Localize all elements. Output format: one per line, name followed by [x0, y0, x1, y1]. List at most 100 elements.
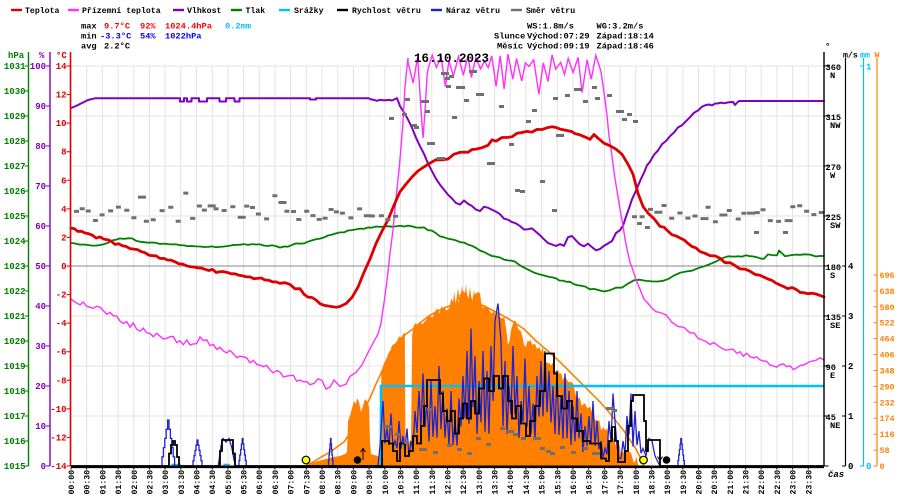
svg-text:1029: 1029: [4, 112, 26, 122]
svg-text:22:30: 22:30: [774, 470, 783, 495]
svg-text:100: 100: [30, 62, 46, 72]
svg-text:1: 1: [866, 63, 872, 73]
svg-text:1031: 1031: [4, 62, 26, 72]
svg-text:1022hPa: 1022hPa: [165, 32, 202, 42]
svg-text:3: 3: [848, 312, 853, 322]
svg-text:NW: NW: [830, 121, 841, 131]
svg-text:06:00: 06:00: [256, 470, 265, 495]
svg-text:08:00: 08:00: [319, 470, 328, 495]
svg-text:04:00: 04:00: [194, 470, 203, 495]
svg-text:21:00: 21:00: [727, 470, 736, 495]
svg-text:18:00: 18:00: [633, 470, 642, 495]
svg-text:14: 14: [56, 62, 67, 72]
svg-text:avg: avg: [81, 42, 97, 52]
svg-text:60: 60: [35, 222, 46, 232]
svg-text:0: 0: [848, 462, 853, 472]
svg-text:%: %: [39, 51, 45, 61]
svg-text:14:00: 14:00: [507, 470, 516, 495]
svg-text:03:30: 03:30: [178, 470, 187, 495]
svg-text:03:00: 03:00: [162, 470, 171, 495]
svg-text:290: 290: [880, 382, 895, 392]
svg-text:232: 232: [880, 398, 895, 408]
svg-text:°C: °C: [56, 51, 67, 61]
svg-text:58: 58: [880, 446, 890, 456]
svg-text:Západ:18:14: Západ:18:14: [597, 32, 654, 42]
svg-text:max: max: [81, 22, 97, 32]
svg-text:E: E: [830, 371, 835, 381]
svg-text:19:30: 19:30: [680, 470, 689, 495]
svg-text:06:30: 06:30: [272, 470, 281, 495]
svg-text:01:30: 01:30: [115, 470, 124, 495]
svg-text:Směr větru: Směr větru: [526, 6, 575, 16]
svg-text:54%: 54%: [140, 32, 156, 42]
svg-text:09:30: 09:30: [366, 470, 375, 495]
svg-text:-2: -2: [56, 291, 67, 301]
svg-text:m/s: m/s: [843, 51, 858, 61]
svg-text:0: 0: [41, 462, 46, 472]
svg-text:1027: 1027: [4, 162, 26, 172]
svg-text:0: 0: [880, 462, 885, 472]
svg-text:10:30: 10:30: [397, 470, 406, 495]
svg-text:1018: 1018: [4, 387, 26, 397]
svg-text:Slunce: Slunce: [494, 32, 525, 42]
svg-text:0: 0: [866, 462, 871, 472]
svg-text:05:30: 05:30: [241, 470, 250, 495]
svg-text:1028: 1028: [4, 137, 26, 147]
svg-text:4: 4: [61, 205, 67, 215]
svg-text:2: 2: [848, 362, 853, 372]
svg-text:1026: 1026: [4, 187, 26, 197]
svg-text:13:00: 13:00: [476, 470, 485, 495]
svg-text:315: 315: [826, 113, 842, 123]
svg-text:20:00: 20:00: [696, 470, 705, 495]
svg-text:70: 70: [35, 182, 46, 192]
svg-text:NE: NE: [830, 421, 840, 431]
svg-text:13:30: 13:30: [492, 470, 501, 495]
svg-text:1015: 1015: [4, 462, 26, 472]
svg-text:80: 80: [35, 142, 46, 152]
svg-text:360: 360: [826, 63, 842, 73]
svg-text:W: W: [830, 171, 836, 181]
svg-text:1016: 1016: [4, 437, 26, 447]
svg-text:20: 20: [35, 382, 46, 392]
svg-text:hPa: hPa: [8, 51, 25, 61]
svg-text:638: 638: [880, 287, 895, 297]
svg-text:522: 522: [880, 319, 895, 329]
svg-text:01:00: 01:00: [99, 470, 108, 495]
svg-text:S: S: [830, 271, 835, 281]
svg-text:16:30: 16:30: [586, 470, 595, 495]
svg-text:Měsíc: Měsíc: [497, 42, 523, 52]
svg-text:1024: 1024: [4, 237, 26, 247]
svg-text:Přízemní teplota: Přízemní teplota: [82, 6, 161, 16]
svg-text:-6: -6: [56, 348, 67, 358]
svg-text:°: °: [825, 42, 830, 52]
svg-text:00:00: 00:00: [68, 470, 77, 495]
svg-text:23:30: 23:30: [805, 470, 814, 495]
svg-text:21:30: 21:30: [743, 470, 752, 495]
svg-text:čas: čas: [828, 470, 844, 480]
svg-text:W: W: [875, 52, 880, 61]
svg-text:696: 696: [880, 271, 895, 281]
svg-text:05:00: 05:00: [225, 470, 234, 495]
svg-text:-3.3°C: -3.3°C: [100, 32, 131, 42]
svg-text:10:00: 10:00: [382, 470, 391, 495]
svg-text:116: 116: [880, 430, 895, 440]
svg-text:-12: -12: [50, 433, 66, 443]
svg-text:14:30: 14:30: [523, 470, 532, 495]
svg-text:07:30: 07:30: [303, 470, 312, 495]
svg-text:8: 8: [61, 148, 66, 158]
svg-text:-4: -4: [56, 319, 67, 329]
svg-text:174: 174: [880, 414, 895, 424]
svg-text:17:00: 17:00: [601, 470, 610, 495]
svg-text:Západ:18:46: Západ:18:46: [597, 42, 654, 52]
svg-text:16.10.2023: 16.10.2023: [414, 52, 489, 66]
svg-text:1022: 1022: [4, 287, 26, 297]
svg-text:Východ:07:29: Východ:07:29: [527, 32, 590, 42]
svg-text:464: 464: [880, 335, 895, 345]
svg-text:Náraz větru: Náraz větru: [446, 6, 500, 16]
svg-text:90: 90: [826, 363, 836, 373]
svg-text:1019: 1019: [4, 362, 26, 372]
svg-text:SW: SW: [830, 221, 841, 231]
svg-text:23:00: 23:00: [790, 470, 799, 495]
svg-text:WS:1.8m/s: WS:1.8m/s: [527, 22, 574, 32]
svg-text:15:30: 15:30: [554, 470, 563, 495]
